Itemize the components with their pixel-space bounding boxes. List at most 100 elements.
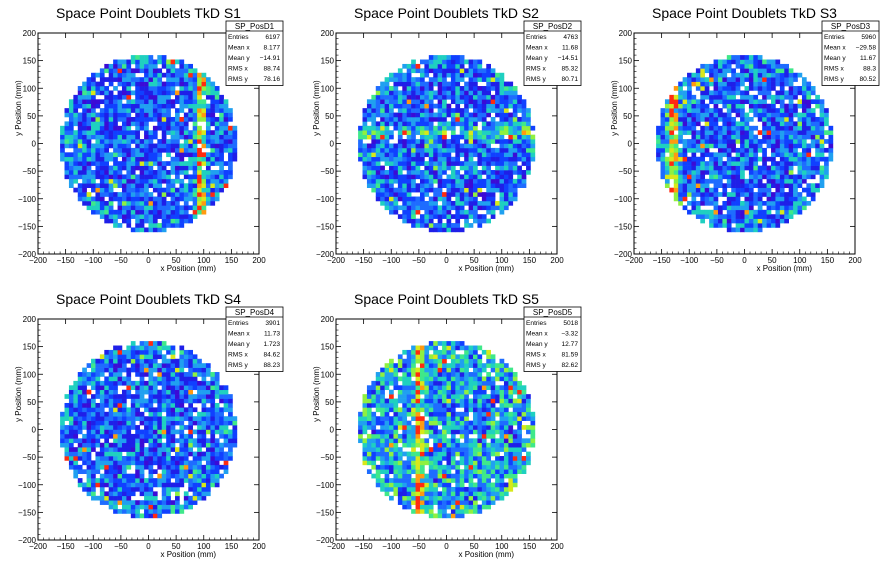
heatmap-cell [197, 456, 202, 461]
heatmap-cell [82, 376, 87, 382]
heatmap-cell [726, 143, 732, 149]
heatmap-cell [170, 209, 176, 215]
heatmap-cell [406, 125, 412, 131]
heatmap-cell [223, 183, 229, 188]
heatmap-cell [77, 103, 83, 109]
heatmap-cell [490, 209, 496, 215]
heatmap-cell [695, 121, 701, 127]
heatmap-cell [508, 152, 514, 158]
stats-value: −14.51 [558, 55, 579, 62]
heatmap-cell [86, 125, 92, 131]
heatmap-cell [157, 174, 163, 180]
heatmap-cell [771, 165, 776, 171]
heatmap-cell [183, 134, 189, 140]
heatmap-cell [113, 354, 118, 360]
heatmap-cell [726, 147, 732, 153]
heatmap-cell [214, 134, 220, 140]
heatmap-cell [73, 451, 79, 457]
heatmap-cell [117, 125, 123, 131]
heatmap-cell [108, 121, 114, 127]
heatmap-cell [433, 170, 438, 175]
heatmap-cell [228, 112, 233, 118]
heatmap-cell [801, 112, 807, 118]
heatmap-cell [784, 130, 789, 135]
heatmap-cell [371, 170, 377, 175]
heatmap-cell [477, 94, 483, 100]
heatmap-cell [481, 170, 487, 175]
heatmap-cell [135, 380, 140, 386]
heatmap-cell [192, 500, 198, 505]
heatmap-cell [726, 218, 732, 224]
heatmap-cell [183, 372, 189, 377]
heatmap-cell [91, 385, 96, 391]
heatmap-cell [223, 116, 229, 122]
heatmap-cell [669, 121, 675, 127]
heatmap-cell [108, 504, 114, 510]
heatmap-cell [192, 209, 198, 215]
heatmap-cell [521, 112, 527, 118]
heatmap-cell [205, 121, 211, 127]
heatmap-cell [366, 130, 372, 135]
heatmap-cell [766, 209, 772, 215]
heatmap-cell [214, 139, 220, 144]
heatmap-cell [362, 125, 368, 131]
heatmap-cell [486, 134, 491, 140]
heatmap-cell [486, 108, 491, 113]
heatmap-cell [166, 349, 171, 355]
heatmap-cell [477, 112, 483, 118]
heatmap-cell [99, 416, 105, 421]
heatmap-cell [121, 442, 127, 448]
heatmap-cell [148, 504, 154, 510]
heatmap-cell [228, 416, 233, 421]
heatmap-cell [214, 143, 220, 149]
heatmap-cell [740, 125, 745, 131]
heatmap-cell [214, 174, 220, 180]
heatmap-cell [722, 77, 728, 82]
heatmap-cell [166, 411, 171, 417]
heatmap-cell [157, 77, 163, 82]
heatmap-cell [144, 196, 149, 202]
heatmap-cell [682, 161, 688, 166]
heatmap-cell [389, 86, 394, 91]
heatmap-cell [144, 209, 149, 215]
heatmap-cell [166, 209, 171, 215]
heatmap-cell [130, 451, 136, 457]
heatmap-cell [82, 187, 87, 193]
heatmap-cell [682, 139, 688, 144]
heatmap-cell [214, 99, 220, 105]
heatmap-cell [775, 218, 781, 224]
heatmap-cell [801, 161, 807, 166]
heatmap-cell [197, 491, 202, 497]
heatmap-cell [95, 86, 101, 91]
heatmap-cell [744, 130, 750, 135]
heatmap-cell [175, 116, 180, 122]
heatmap-cell [726, 134, 732, 140]
heatmap-cell [691, 147, 697, 153]
heatmap-cell [170, 442, 176, 448]
heatmap-cell [673, 196, 679, 202]
heatmap-cell [793, 187, 798, 193]
heatmap-cell [678, 125, 683, 131]
heatmap-cell [411, 147, 416, 153]
heatmap-cell [86, 200, 92, 206]
heatmap-cell [139, 81, 145, 87]
heatmap-cell [126, 121, 132, 127]
heatmap-cell [130, 425, 136, 430]
heatmap-cell [104, 130, 110, 135]
heatmap-cell [188, 77, 193, 82]
heatmap-cell [779, 214, 785, 219]
heatmap-cell [726, 99, 732, 105]
heatmap-cell [205, 81, 211, 87]
heatmap-cell [126, 429, 132, 435]
heatmap-cell [477, 108, 483, 113]
heatmap-cell [731, 116, 736, 122]
heatmap-cell [766, 63, 772, 69]
heatmap-cell [86, 178, 92, 184]
heatmap-cell [104, 174, 110, 180]
heatmap-cell [700, 214, 706, 219]
heatmap-cell [806, 187, 812, 193]
heatmap-cell [99, 125, 105, 131]
heatmap-cell [477, 174, 483, 180]
heatmap-cell [735, 121, 741, 127]
heatmap-cell [748, 196, 754, 202]
